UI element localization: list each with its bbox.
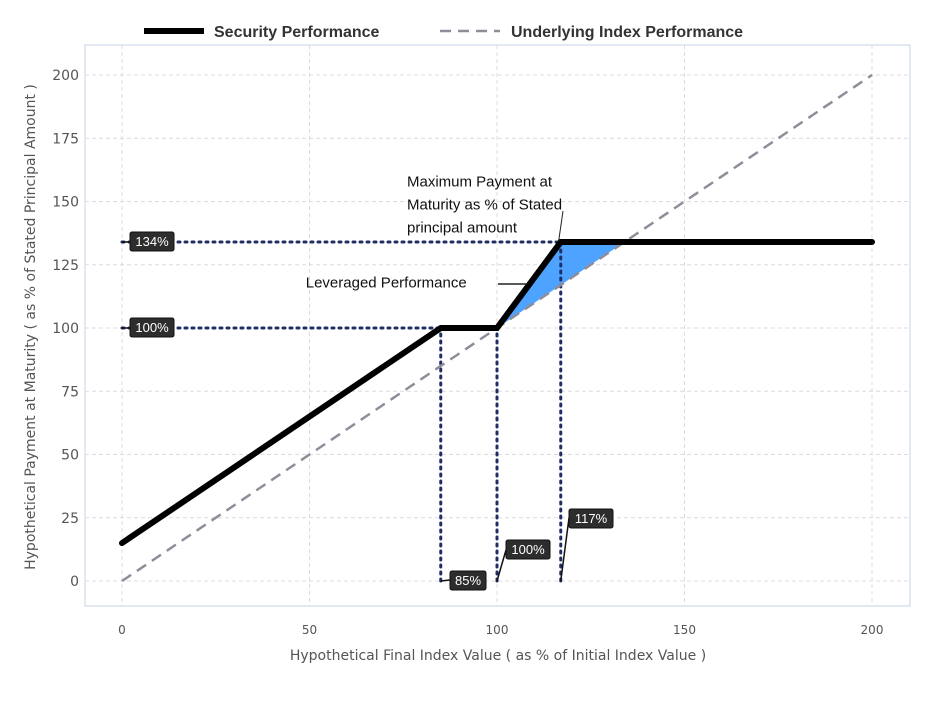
x-tick-label: 0 [118, 623, 126, 637]
x-tick-label: 100 [486, 623, 509, 637]
value-tag-label: 85% [455, 573, 481, 588]
annotation-text: Leveraged Performance [306, 275, 467, 292]
tag-leader [560, 517, 570, 582]
y-tick-label: 100 [52, 321, 79, 337]
x-tick-label: 200 [861, 623, 884, 637]
value-tag-box [129, 231, 175, 252]
annotation-text: principal amount [407, 219, 518, 236]
y-tick-label: 175 [52, 131, 79, 147]
legend-label-index: Underlying Index Performance [511, 24, 743, 41]
annotation-text: Maximum Payment at [407, 173, 553, 190]
annotation-connector [558, 210, 564, 241]
tick-labels: 0 50 100 150 200 0 25 50 75 100 125 150 175 200 [52, 68, 883, 637]
tag-leader [496, 549, 507, 582]
value-tag-label: 100% [135, 320, 169, 335]
x-tick-label: 150 [673, 623, 696, 637]
y-tick-label: 150 [52, 195, 79, 211]
value-tag-box [505, 539, 551, 560]
tag-leader [440, 579, 451, 582]
y-tick-label: 200 [52, 68, 79, 84]
y-tick-label: 0 [70, 574, 79, 590]
series-lines [119, 73, 875, 583]
y-axis-label: Hypothetical Payment at Maturity ( as % … [23, 84, 39, 570]
value-tag-label: 134% [135, 234, 169, 249]
value-tag-box [129, 317, 175, 338]
x-tick-label: 50 [302, 623, 317, 637]
legend-label-security: Security Performance [214, 24, 380, 41]
y-tick-label: 50 [61, 448, 79, 464]
x-axis-label: Hypothetical Final Index Value ( as % of… [290, 648, 706, 664]
value-tag-label: 100% [511, 542, 545, 557]
value-tag-box [449, 570, 487, 591]
value-tag-label: 117% [575, 511, 608, 526]
reference-lines [120, 240, 563, 583]
series-line-security [119, 238, 875, 547]
y-tick-label: 125 [52, 258, 79, 274]
value-tags: 134% 100% 85% 100% 117% [122, 231, 614, 591]
annotations: Maximum Payment at Maturity as % of State… [306, 173, 564, 292]
y-tick-label: 75 [61, 384, 79, 400]
annotation-text: Maturity as % of Stated [407, 196, 562, 213]
y-tick-label: 25 [61, 511, 79, 527]
value-tag-box [568, 508, 614, 529]
legend: Security Performance Underlying Index Pe… [144, 24, 743, 41]
